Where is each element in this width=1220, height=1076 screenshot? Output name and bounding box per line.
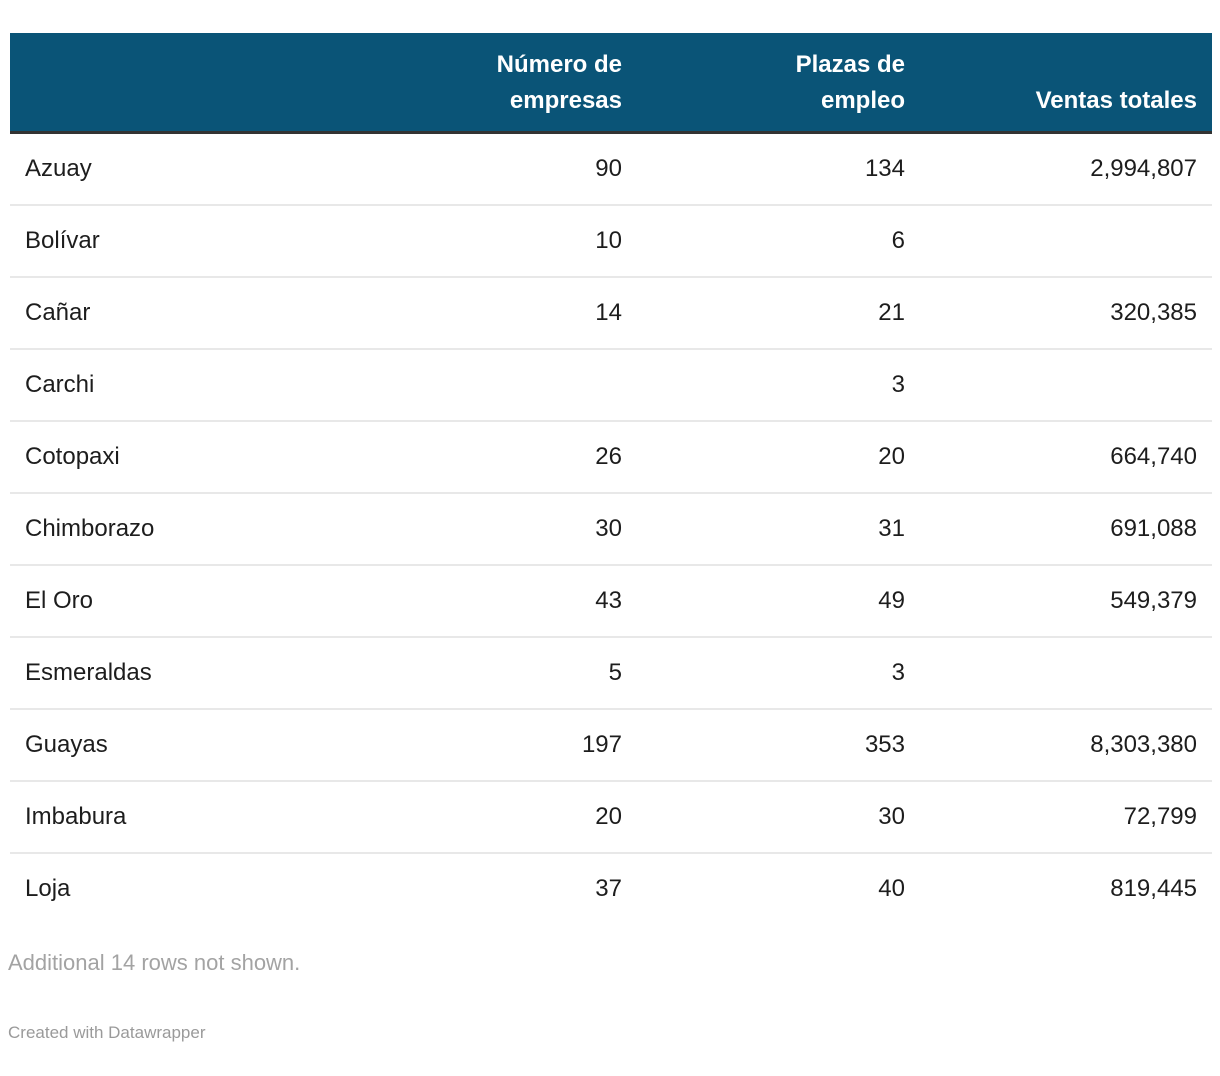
num-empresas-cell: 14 [427,276,637,350]
ventas-totales-cell: 320,385 [920,276,1212,350]
ventas-totales-cell [920,636,1212,710]
num-empresas-cell: 90 [427,132,637,206]
table-row: Carchi 3 [10,348,1212,422]
plazas-empleo-cell: 31 [637,492,920,566]
column-header-n-mero-de-empresas: Número de empresas [427,33,637,134]
ventas-totales-cell: 72,799 [920,780,1212,854]
ventas-totales-cell: 549,379 [920,564,1212,638]
province-cell: Imbabura [10,780,427,854]
province-cell: Guayas [10,708,427,782]
province-cell: Cotopaxi [10,420,427,494]
ventas-totales-cell: 664,740 [920,420,1212,494]
table-row: Cañar 14 21 320,385 [10,276,1212,350]
table-row: Guayas 197 353 8,303,380 [10,708,1212,782]
plazas-empleo-cell: 353 [637,708,920,782]
table-row: Azuay 90 134 2,994,807 [10,132,1212,206]
num-empresas-cell: 197 [427,708,637,782]
province-cell: Azuay [10,132,427,206]
province-cell: Chimborazo [10,492,427,566]
plazas-empleo-cell: 40 [637,852,920,925]
column-header-plazas-de-empleo: Plazas de empleo [637,33,920,134]
num-empresas-cell: 5 [427,636,637,710]
plazas-empleo-cell: 3 [637,636,920,710]
plazas-empleo-cell: 134 [637,132,920,206]
ventas-totales-cell: 691,088 [920,492,1212,566]
province-cell: Bolívar [10,204,427,278]
province-cell: Loja [10,852,427,925]
table-row: Esmeraldas 5 3 [10,636,1212,710]
plazas-empleo-cell: 6 [637,204,920,278]
column-header-blank [10,33,427,134]
province-cell: El Oro [10,564,427,638]
header-row: Número de empresas Plazas de empleo Ventas t… [10,33,1212,134]
table-row: Bolívar 10 6 [10,204,1212,278]
table-row: Chimborazo 30 31 691,088 [10,492,1212,566]
province-cell: Esmeraldas [10,636,427,710]
plazas-empleo-cell: 49 [637,564,920,638]
column-header-ventas-totales: Ventas totales [920,33,1212,134]
additional-rows-note: Additional 14 rows not shown. [8,949,301,975]
num-empresas-cell: 20 [427,780,637,854]
num-empresas-cell [427,348,637,422]
num-empresas-cell: 10 [427,204,637,278]
num-empresas-cell: 37 [427,852,637,925]
table-row: El Oro 43 49 549,379 [10,564,1212,638]
ventas-totales-cell: 819,445 [920,852,1212,925]
table-row: Imbabura 20 30 72,799 [10,780,1212,854]
ventas-totales-cell [920,204,1212,278]
data-table: Número de empresas Plazas de empleo Ventas t… [10,33,1212,925]
num-empresas-cell: 43 [427,564,637,638]
ventas-totales-cell: 8,303,380 [920,708,1212,782]
plazas-empleo-cell: 20 [637,420,920,494]
table-body: Azuay 90 134 2,994,807 Bolívar 10 6 Caña… [10,132,1212,925]
table-row: Cotopaxi 26 20 664,740 [10,420,1212,494]
plazas-empleo-cell: 21 [637,276,920,350]
num-empresas-cell: 26 [427,420,637,494]
province-cell: Cañar [10,276,427,350]
ventas-totales-cell: 2,994,807 [920,132,1212,206]
province-cell: Carchi [10,348,427,422]
table-header: Número de empresas Plazas de empleo Ventas t… [10,33,1212,134]
table-row: Loja 37 40 819,445 [10,852,1212,925]
plazas-empleo-cell: 3 [637,348,920,422]
num-empresas-cell: 30 [427,492,637,566]
ventas-totales-cell [920,348,1212,422]
datawrapper-attribution-link[interactable]: Created with Datawrapper [8,1022,206,1042]
plazas-empleo-cell: 30 [637,780,920,854]
